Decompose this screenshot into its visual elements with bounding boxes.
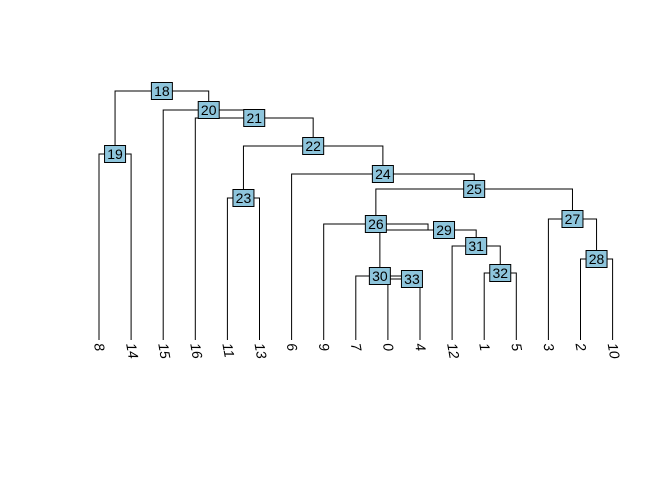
node-21: 21 (243, 109, 266, 127)
leaf-label-16: 16 (187, 342, 205, 360)
leaf-label-2: 2 (572, 341, 589, 353)
leaf-labels: 8 14 15 16 11 13 6 9 7 0 4 12 1 5 3 2 10 (91, 341, 623, 360)
edge-31 (451, 245, 501, 340)
node-27: 27 (561, 210, 584, 228)
node-31: 31 (465, 237, 488, 255)
node-box-18 (150, 82, 173, 100)
node-box-23 (232, 189, 255, 207)
node-24: 24 (371, 165, 394, 183)
leaf-label-13: 13 (252, 342, 270, 360)
node-30: 30 (368, 267, 391, 285)
node-33: 33 (400, 270, 423, 288)
node-label-28: 28 (589, 251, 605, 267)
node-label-32: 32 (492, 265, 508, 281)
node-26: 26 (364, 215, 387, 233)
leaf-label-10: 10 (605, 342, 623, 360)
node-18: 18 (150, 82, 173, 100)
leaf-label-3: 3 (540, 342, 557, 353)
node-box-24 (371, 165, 394, 183)
edge-18 (114, 90, 210, 154)
leaf-label-11: 11 (219, 342, 237, 359)
edge-29 (379, 229, 477, 276)
node-23: 23 (232, 189, 255, 207)
node-box-33 (400, 270, 423, 288)
node-25: 25 (463, 180, 486, 198)
node-box-28 (585, 250, 608, 268)
node-19: 19 (104, 145, 127, 163)
edge-32 (483, 272, 517, 340)
edge-30 (355, 275, 405, 340)
internal-nodes: 18 19 20 21 22 23 24 25 26 29 30 33 31 32 27 28 (104, 82, 608, 288)
leaf-label-14: 14 (123, 342, 141, 360)
leaf-label-8: 8 (91, 342, 108, 353)
node-box-31 (465, 237, 488, 255)
node-box-30 (368, 267, 391, 285)
node-box-19 (104, 145, 127, 163)
node-label-27: 27 (565, 211, 581, 227)
edge-20 (162, 109, 255, 340)
leaf-label-15: 15 (155, 342, 173, 360)
node-label-23: 23 (236, 190, 252, 206)
node-label-22: 22 (305, 138, 321, 154)
node-32: 32 (489, 264, 512, 282)
node-29: 29 (433, 221, 456, 239)
node-28: 28 (585, 250, 608, 268)
node-label-19: 19 (107, 146, 123, 162)
leaf-label-1: 1 (476, 342, 493, 352)
leaf-label-0: 0 (380, 342, 397, 353)
leaf-label-12: 12 (444, 342, 462, 360)
edge-19 (98, 153, 132, 340)
node-label-33: 33 (404, 271, 420, 287)
dendrogram-edges (98, 90, 614, 340)
node-22: 22 (302, 137, 325, 155)
node-box-26 (364, 215, 387, 233)
edge-21 (194, 117, 314, 340)
node-box-20 (197, 101, 220, 119)
node-label-26: 26 (368, 216, 384, 232)
edge-28 (580, 258, 614, 340)
node-label-31: 31 (468, 238, 484, 254)
leaf-label-6: 6 (284, 342, 301, 353)
node-box-22 (302, 137, 325, 155)
leaf-label-7: 7 (348, 342, 365, 354)
leaf-label-5: 5 (508, 342, 525, 353)
leaf-label-4: 4 (412, 342, 429, 353)
edge-24 (291, 173, 475, 340)
node-label-30: 30 (372, 268, 388, 284)
node-label-18: 18 (154, 83, 170, 99)
node-box-32 (489, 264, 512, 282)
node-box-29 (433, 221, 456, 239)
node-label-20: 20 (201, 102, 217, 118)
node-label-24: 24 (375, 166, 391, 182)
node-20: 20 (197, 101, 220, 119)
node-label-25: 25 (466, 181, 482, 197)
edge-27 (547, 218, 598, 340)
node-label-21: 21 (246, 110, 262, 126)
node-box-27 (561, 210, 584, 228)
edge-23 (226, 197, 260, 340)
node-box-25 (463, 180, 486, 198)
leaf-label-9: 9 (316, 342, 333, 353)
edge-33 (387, 278, 421, 340)
node-label-29: 29 (436, 222, 452, 238)
node-box-21 (243, 109, 266, 127)
